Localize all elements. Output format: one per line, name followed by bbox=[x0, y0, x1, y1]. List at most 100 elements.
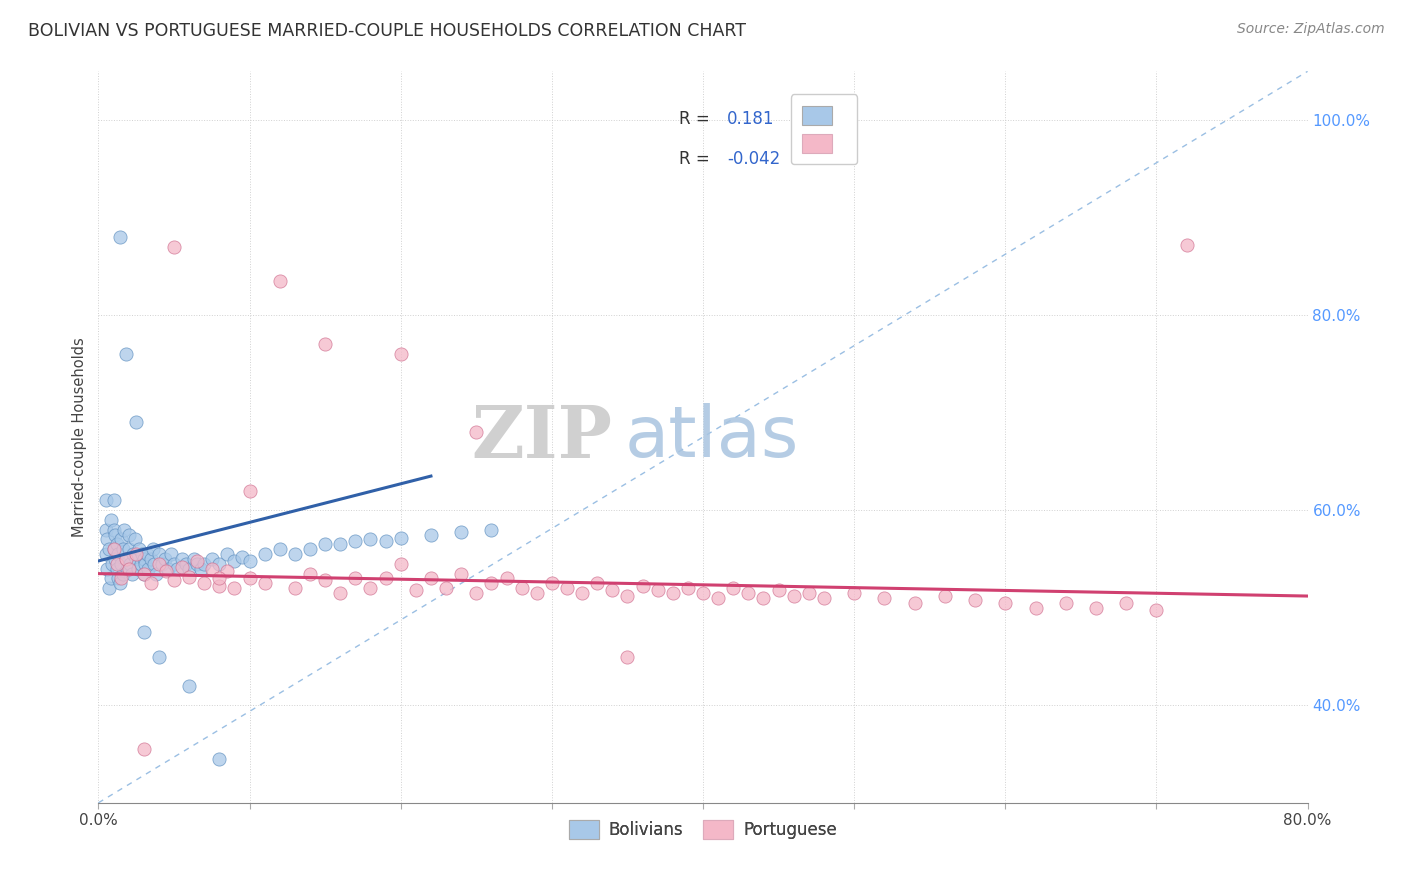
Point bbox=[118, 562, 141, 576]
Point bbox=[132, 566, 155, 581]
Point bbox=[692, 586, 714, 600]
Point bbox=[179, 562, 201, 576]
Point bbox=[170, 559, 193, 574]
Point bbox=[111, 566, 134, 581]
Point bbox=[105, 557, 128, 571]
Point bbox=[125, 547, 148, 561]
Point bbox=[314, 537, 336, 551]
Point bbox=[186, 554, 208, 568]
Point bbox=[707, 591, 730, 605]
Point bbox=[783, 589, 806, 603]
Point bbox=[136, 562, 159, 576]
Point bbox=[420, 527, 443, 541]
Point bbox=[540, 576, 562, 591]
Point bbox=[965, 593, 987, 607]
Point bbox=[148, 547, 170, 561]
Point bbox=[105, 537, 128, 551]
Point bbox=[389, 347, 412, 361]
Point bbox=[120, 557, 142, 571]
Point bbox=[299, 566, 322, 581]
Point bbox=[1115, 596, 1137, 610]
Point bbox=[127, 562, 149, 576]
Point bbox=[526, 586, 548, 600]
Point bbox=[94, 493, 117, 508]
Point bbox=[118, 542, 141, 557]
Point bbox=[107, 547, 129, 561]
Point bbox=[239, 483, 262, 498]
Point bbox=[100, 513, 122, 527]
Point bbox=[104, 527, 127, 541]
Point bbox=[1175, 238, 1198, 252]
Point bbox=[142, 542, 165, 557]
Point bbox=[481, 523, 503, 537]
Point bbox=[631, 579, 654, 593]
Point bbox=[110, 572, 132, 586]
Point bbox=[465, 586, 488, 600]
Point bbox=[374, 534, 396, 549]
Point bbox=[208, 579, 231, 593]
Point bbox=[224, 554, 246, 568]
Point bbox=[571, 586, 593, 600]
Text: 0.181: 0.181 bbox=[727, 110, 775, 128]
Point bbox=[1085, 600, 1108, 615]
Point bbox=[450, 524, 472, 539]
Point bbox=[132, 566, 155, 581]
Point bbox=[201, 562, 224, 576]
Point bbox=[107, 572, 129, 586]
Point bbox=[616, 649, 638, 664]
Point bbox=[104, 552, 127, 566]
Point bbox=[160, 547, 183, 561]
Point bbox=[122, 547, 145, 561]
Point bbox=[329, 537, 352, 551]
Point bbox=[1024, 600, 1046, 615]
Point bbox=[103, 542, 125, 557]
Point bbox=[723, 581, 745, 595]
Point bbox=[125, 552, 148, 566]
Point bbox=[150, 557, 173, 571]
Point bbox=[112, 523, 135, 537]
Point bbox=[676, 581, 699, 595]
Text: atlas: atlas bbox=[624, 402, 799, 472]
Point bbox=[143, 557, 166, 571]
Point bbox=[224, 581, 246, 595]
Point bbox=[141, 576, 163, 591]
Point bbox=[114, 552, 136, 566]
Text: BOLIVIAN VS PORTUGUESE MARRIED-COUPLE HOUSEHOLDS CORRELATION CHART: BOLIVIAN VS PORTUGUESE MARRIED-COUPLE HO… bbox=[28, 22, 747, 40]
Point bbox=[269, 542, 291, 557]
Point bbox=[153, 552, 176, 566]
Text: 77: 77 bbox=[838, 150, 859, 168]
Text: ZIP: ZIP bbox=[471, 401, 613, 473]
Point bbox=[174, 557, 197, 571]
Point bbox=[129, 557, 152, 571]
Point bbox=[208, 752, 231, 766]
Y-axis label: Married-couple Households: Married-couple Households bbox=[72, 337, 87, 537]
Point bbox=[661, 586, 683, 600]
Point bbox=[141, 552, 163, 566]
Point bbox=[132, 742, 155, 756]
Point bbox=[186, 557, 208, 571]
Point bbox=[111, 542, 134, 557]
Point bbox=[208, 557, 231, 571]
Point bbox=[134, 557, 156, 571]
Text: Source: ZipAtlas.com: Source: ZipAtlas.com bbox=[1237, 22, 1385, 37]
Point bbox=[284, 547, 307, 561]
Point bbox=[155, 564, 177, 578]
Point bbox=[1054, 596, 1077, 610]
Point bbox=[201, 552, 224, 566]
Point bbox=[994, 596, 1017, 610]
Point bbox=[344, 534, 367, 549]
Point bbox=[179, 569, 201, 583]
Point bbox=[148, 649, 170, 664]
Point bbox=[166, 562, 188, 576]
Point bbox=[135, 547, 157, 561]
Point bbox=[813, 591, 835, 605]
Point bbox=[110, 533, 132, 547]
Point bbox=[360, 581, 382, 595]
Point bbox=[752, 591, 775, 605]
Point bbox=[193, 576, 215, 591]
Point bbox=[96, 562, 118, 576]
Point bbox=[163, 240, 186, 254]
Point bbox=[465, 425, 488, 440]
Point bbox=[269, 274, 291, 288]
Point bbox=[586, 576, 609, 591]
